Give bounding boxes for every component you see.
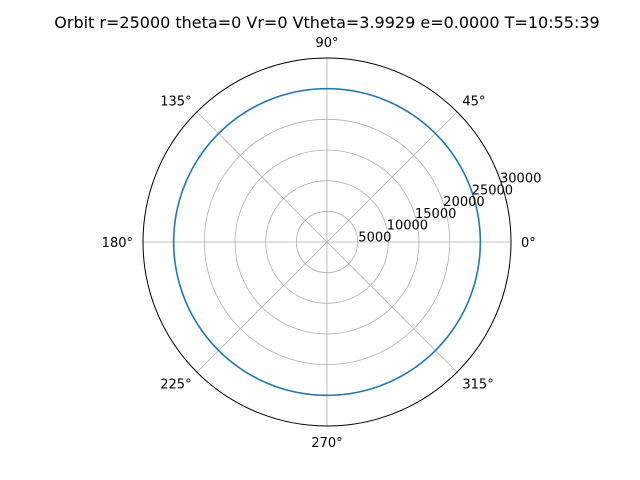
theta-tick-label: 90° (315, 36, 338, 51)
grid-layer (143, 58, 511, 426)
theta-tick-label: 270° (311, 436, 342, 451)
series-layer (172, 87, 482, 397)
angular-grid-line (196, 241, 328, 373)
r-tick-label: 15000 (415, 207, 456, 222)
angular-grid-line (326, 241, 458, 373)
r-tick-label: 5000 (358, 230, 391, 245)
theta-tick-label: 135° (160, 95, 191, 110)
label-layer: 0° 45° 90° 135° 180° 225° 270° 315° 500010000150… (102, 36, 542, 451)
theta-tick-label: 45° (462, 95, 485, 110)
polar-frame (142, 57, 512, 427)
frame-layer (142, 57, 512, 427)
theta-tick-label: 315° (462, 377, 493, 392)
r-tick-label: 25000 (472, 183, 513, 198)
theta-tick-label: 180° (102, 236, 133, 251)
theta-tick-label: 225° (160, 377, 191, 392)
angular-grid-line (196, 111, 328, 243)
r-tick-label: 10000 (387, 219, 428, 234)
chart-title: Orbit r=25000 theta=0 Vr=0 Vtheta=3.9929… (54, 13, 599, 32)
theta-tick-label: 0° (521, 236, 536, 251)
r-tick-label: 30000 (500, 172, 541, 187)
r-tick-label: 20000 (443, 195, 484, 210)
orbit-series-line (172, 87, 482, 397)
